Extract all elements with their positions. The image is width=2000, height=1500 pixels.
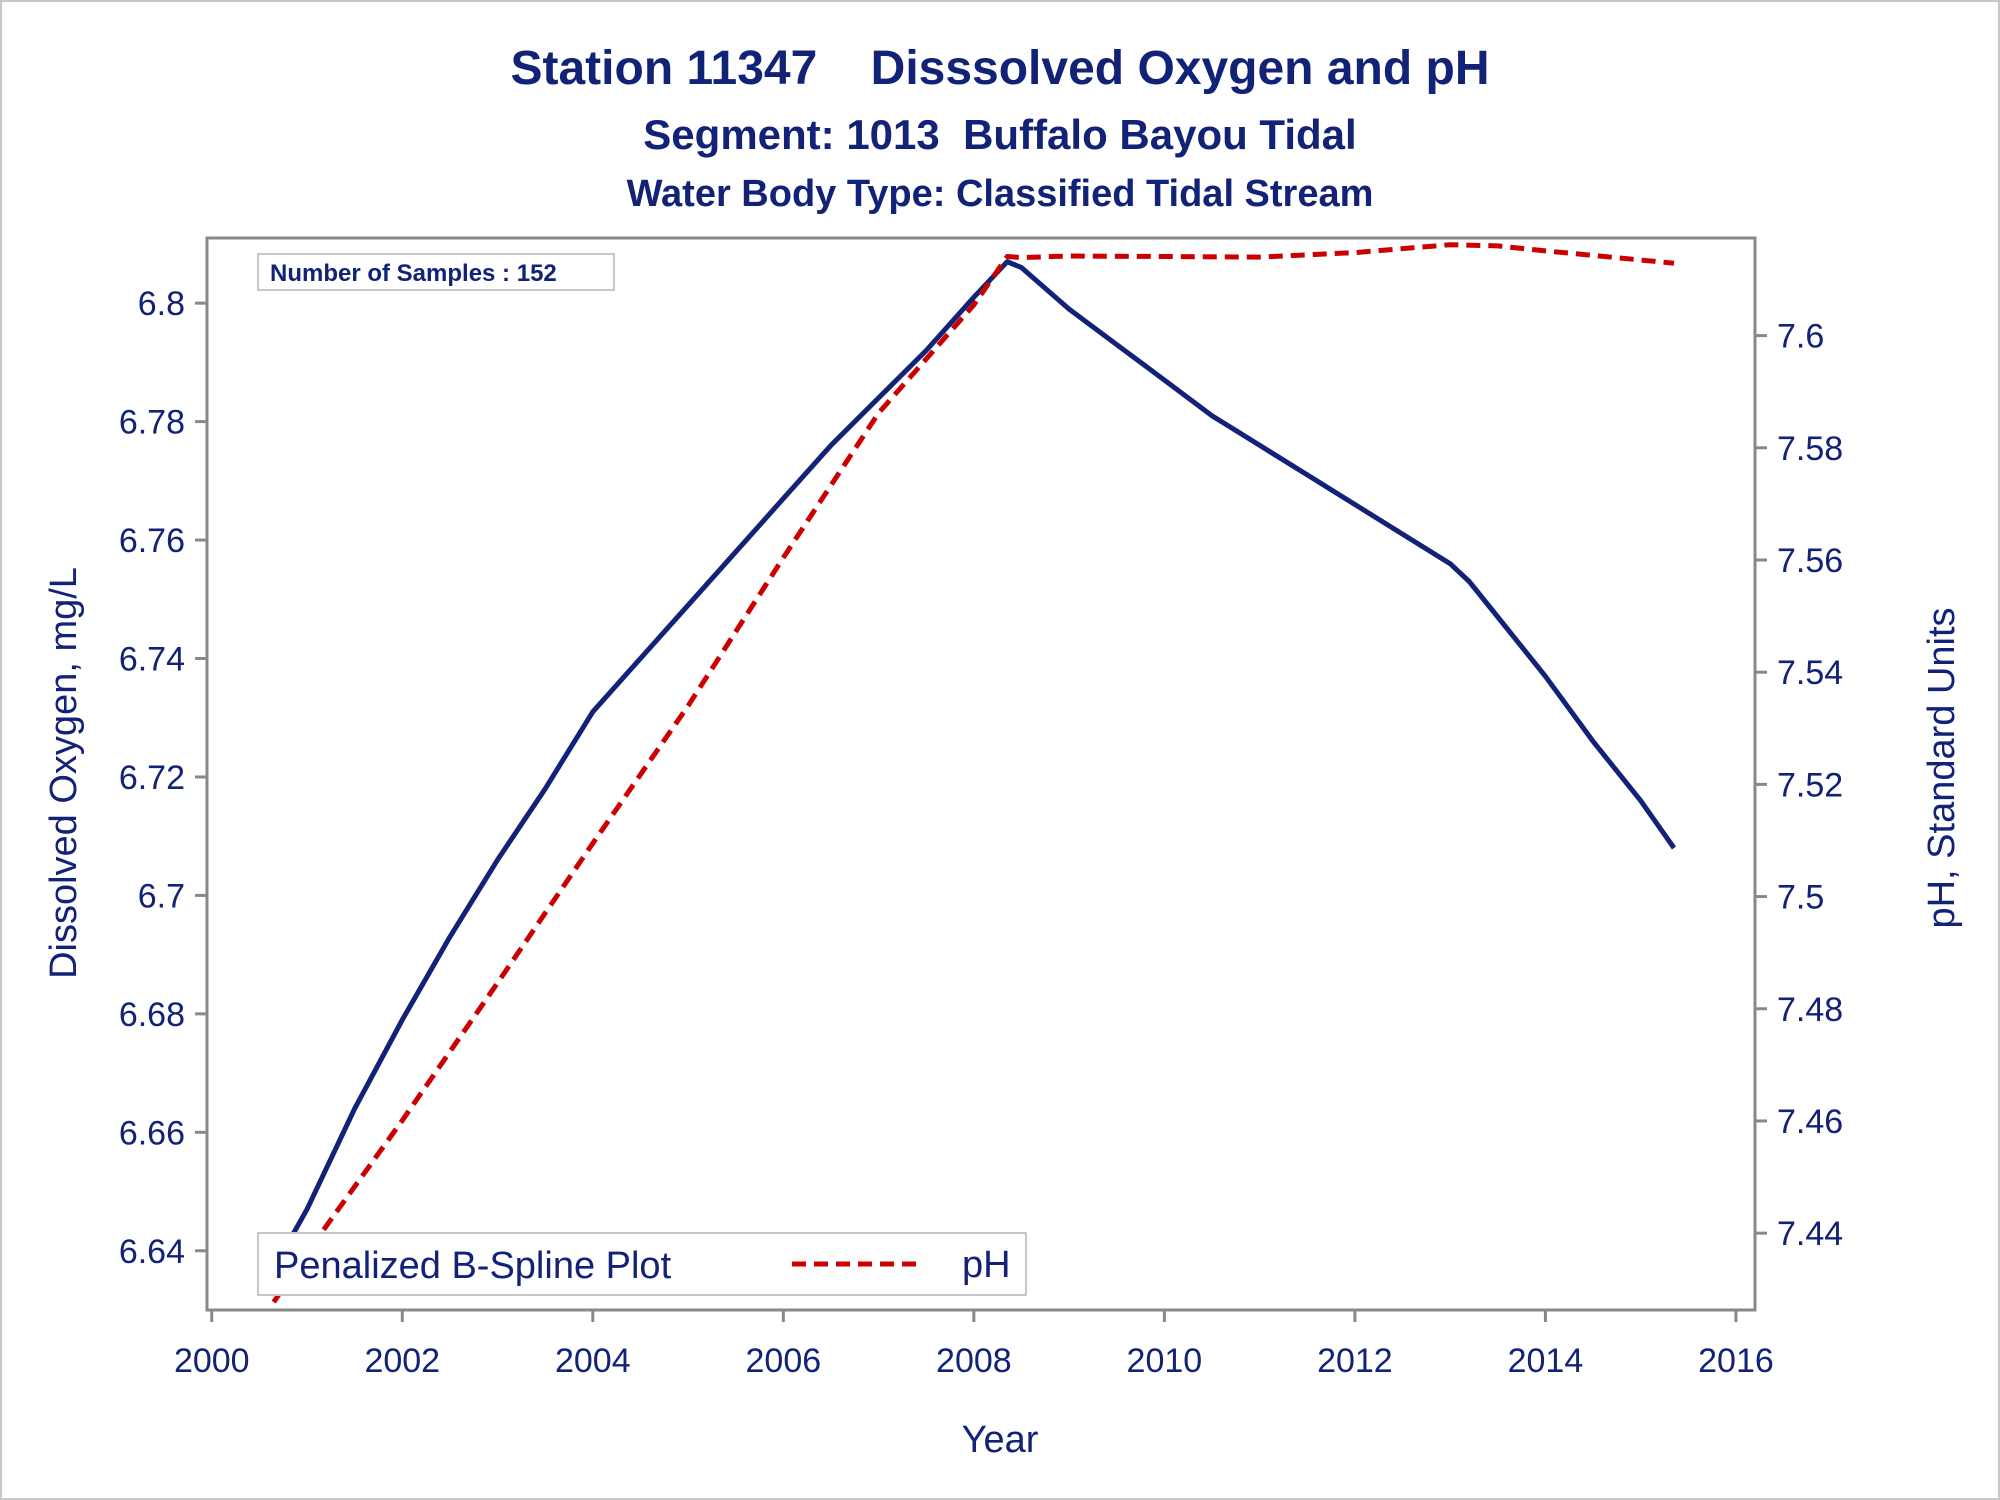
series-layer: [271, 242, 1677, 1304]
chart-subtitle: Segment: 1013 Buffalo Bayou Tidal: [643, 111, 1356, 158]
x-tick-label: 2002: [364, 1342, 440, 1380]
y-left-tick-label: 6.72: [119, 759, 185, 797]
y-left-tick-label: 6.78: [119, 404, 185, 442]
y-right-tick-label: 7.5: [1777, 879, 1824, 917]
y-right-tick-label: 7.6: [1777, 318, 1824, 356]
y-axis-right: 7.44 7.46 7.48 7.5 7.52 7.54 7.56 7.58 7.6: [1755, 318, 1843, 1253]
x-tick-label: 2016: [1698, 1342, 1774, 1380]
y-left-tick-label: 6.76: [119, 522, 185, 560]
x-tick-label: 2008: [936, 1342, 1012, 1380]
y-right-tick-label: 7.46: [1777, 1103, 1843, 1141]
y-right-tick-label: 7.44: [1777, 1215, 1843, 1253]
y-left-tick-label: 6.8: [138, 285, 185, 323]
y-right-tick-label: 7.48: [1777, 991, 1843, 1029]
y-right-tick-label: 7.54: [1777, 654, 1843, 692]
x-axis-label: Year: [962, 1419, 1039, 1461]
y-axis-left-label: Dissolved Oxygen, mg/L: [43, 567, 85, 979]
x-tick-label: 2006: [746, 1342, 822, 1380]
x-tick-label: 2010: [1127, 1342, 1203, 1380]
dissolved-oxygen-series-line: [271, 259, 1677, 1270]
y-axis-left: 6.64 6.66 6.68 6.7 6.72 6.74 6.76 6.78 6.8: [119, 285, 207, 1271]
y-left-tick-label: 6.64: [119, 1233, 185, 1271]
x-axis: 2000 2002 2004 2006 2008 2010 2012 2014 2016: [174, 1310, 1774, 1380]
y-left-tick-label: 6.66: [119, 1114, 185, 1152]
y-axis-right-label: pH, Standard Units: [1921, 607, 1963, 928]
y-left-tick-label: 6.74: [119, 641, 185, 679]
y-left-tick-label: 6.7: [138, 877, 185, 915]
chart-title: Station 11347 Disssolved Oxygen and pH: [510, 42, 1489, 95]
y-right-tick-label: 7.52: [1777, 766, 1843, 804]
ph-series-line: [271, 242, 1675, 1304]
sample-count-box: [257, 253, 615, 291]
legend-ph-label: pH: [962, 1244, 1011, 1286]
legend-title: Penalized B-Spline Plot: [274, 1245, 672, 1287]
x-tick-label: 2004: [555, 1342, 631, 1380]
x-tick-label: 2000: [174, 1342, 250, 1380]
plot-area: [205, 236, 1757, 1312]
legend: Penalized B-Spline Plot pH: [257, 1232, 1027, 1296]
y-left-tick-label: 6.68: [119, 996, 185, 1034]
x-tick-label: 2014: [1508, 1342, 1584, 1380]
sample-count-label: Number of Samples : 152: [270, 260, 557, 287]
x-tick-label: 2012: [1317, 1342, 1393, 1380]
y-right-tick-label: 7.56: [1777, 542, 1843, 580]
chart-subtitle-2: Water Body Type: Classified Tidal Stream: [627, 173, 1374, 215]
y-right-tick-label: 7.58: [1777, 430, 1843, 468]
legend-box: [257, 1232, 1027, 1296]
